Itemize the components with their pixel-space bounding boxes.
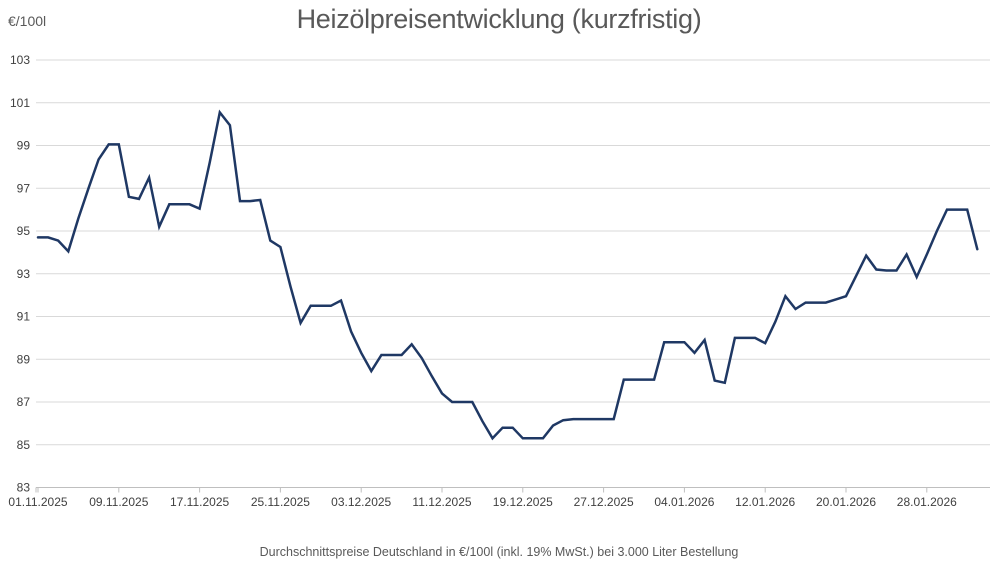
chart-title: Heizölpreisentwicklung (kurzfristig) bbox=[296, 4, 702, 34]
y-axis-tick-label: 101 bbox=[10, 96, 30, 110]
x-axis-tick-label: 20.01.2026 bbox=[816, 495, 876, 509]
y-axis-tick-label: 103 bbox=[10, 53, 30, 67]
y-axis-tick-label: 99 bbox=[17, 139, 31, 153]
x-axis-tick-label: 03.12.2025 bbox=[331, 495, 391, 509]
y-axis-tick-label: 89 bbox=[17, 352, 31, 366]
x-axis-tick-label: 12.01.2026 bbox=[735, 495, 795, 509]
y-axis-tick-label: 83 bbox=[17, 481, 31, 495]
x-axis-tick-label: 01.11.2025 bbox=[8, 495, 67, 509]
chart-subtitle: Durchschnittspreise Deutschland in €/100… bbox=[259, 545, 739, 559]
y-axis-tick-label: 97 bbox=[17, 181, 31, 195]
y-axis-unit-label: €/100l bbox=[8, 13, 47, 29]
x-axis-tick-label: 04.01.2026 bbox=[654, 495, 714, 509]
y-axis-tick-label: 91 bbox=[17, 310, 31, 324]
x-axis-tick-label: 11.12.2025 bbox=[412, 495, 471, 509]
price-line bbox=[36, 109, 979, 441]
y-axis-tick-label: 95 bbox=[17, 224, 31, 238]
x-axis-tick-label: 28.01.2026 bbox=[897, 495, 957, 509]
y-axis-tick-label: 85 bbox=[17, 438, 31, 452]
x-axis-tick-label: 19.12.2025 bbox=[493, 495, 553, 509]
x-axis-tick-label: 27.12.2025 bbox=[574, 495, 634, 509]
y-axis-tick-label: 93 bbox=[17, 267, 31, 281]
x-axis-tick-label: 17.11.2025 bbox=[170, 495, 229, 509]
x-axis-tick-label: 09.11.2025 bbox=[89, 495, 148, 509]
x-axis-tick-label: 25.11.2025 bbox=[251, 495, 310, 509]
y-axis-tick-label: 87 bbox=[17, 395, 31, 409]
